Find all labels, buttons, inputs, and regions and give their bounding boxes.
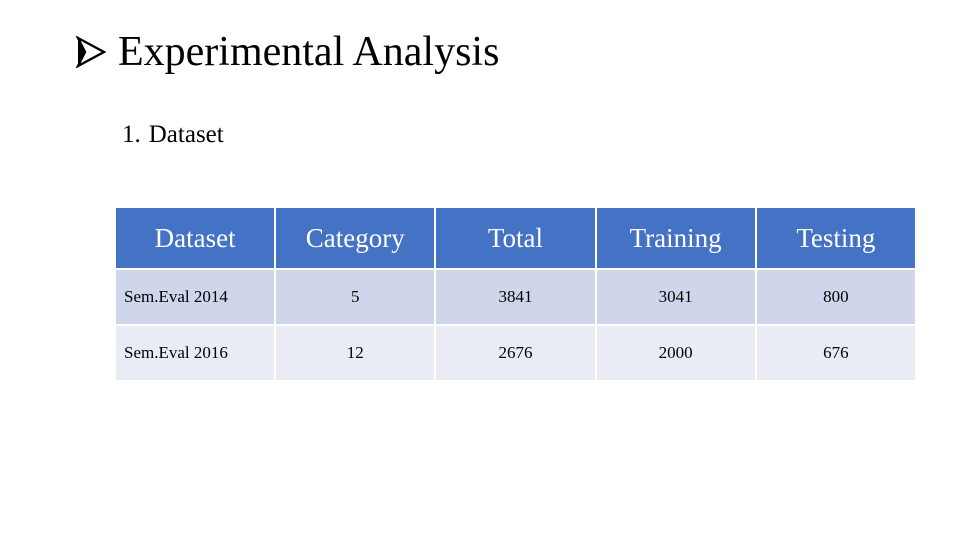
table-cell: 3841 [434, 268, 597, 326]
slide-title: Experimental Analysis [118, 29, 500, 75]
row-label: Sem.Eval 2014 [113, 268, 277, 326]
column-header: Total [434, 206, 597, 270]
table-row: Sem.Eval 2014 5 3841 3041 800 [113, 268, 918, 326]
data-table: Dataset Category Total Training Testing Sem.… [113, 206, 918, 382]
table-cell: 676 [754, 324, 918, 382]
table-cell: 3041 [594, 268, 757, 326]
bullet-arrow [76, 36, 106, 68]
section-title: Dataset [148, 121, 224, 148]
table-cell: 2000 [594, 324, 757, 382]
table-row: Sem.Eval 2016 12 2676 2000 676 [113, 324, 918, 382]
table-cell: 12 [274, 324, 437, 382]
section-heading: 1. Dataset [122, 118, 224, 152]
header-row: Dataset Category Total Training Testing [113, 206, 918, 270]
column-header: Dataset [113, 206, 277, 270]
column-header: Training [594, 206, 757, 270]
table-cell: 5 [274, 268, 437, 326]
section-number: 1. [122, 121, 141, 148]
table-cell: 2676 [434, 324, 597, 382]
row-label: Sem.Eval 2016 [113, 324, 277, 382]
column-header: Category [274, 206, 437, 270]
table-cell: 800 [754, 268, 918, 326]
column-header: Testing [754, 206, 918, 270]
